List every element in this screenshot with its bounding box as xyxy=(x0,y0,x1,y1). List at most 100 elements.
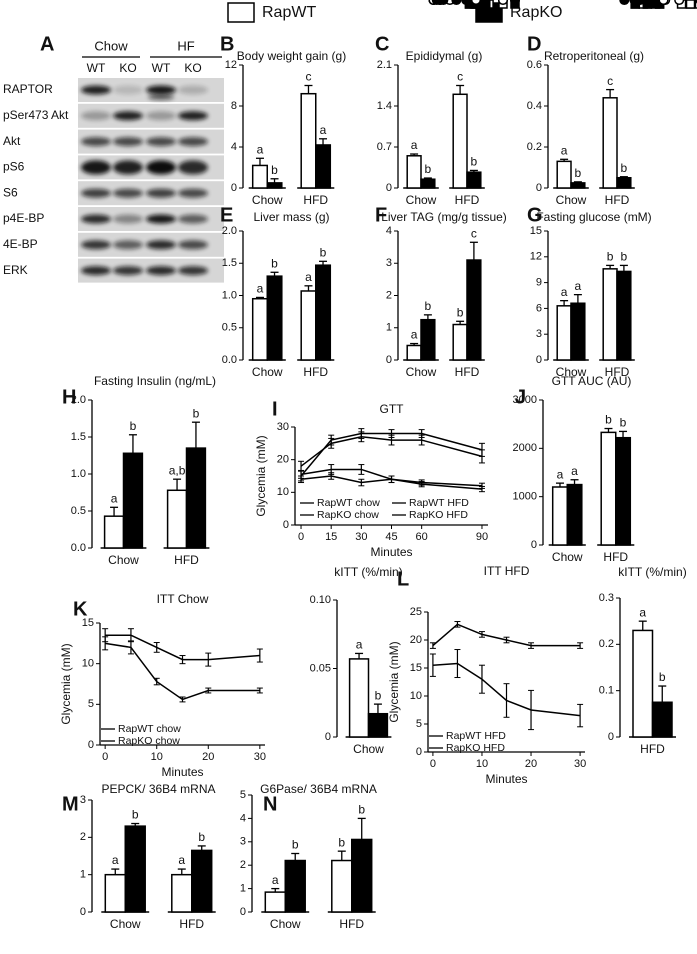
bar xyxy=(452,323,468,361)
y-tick-label: 0.6 xyxy=(527,59,542,71)
y-tick-label: 0.5 xyxy=(71,505,86,517)
y-tick-label: 2 xyxy=(240,859,246,871)
blot-band xyxy=(148,94,174,100)
blot-band xyxy=(146,85,176,95)
x-tick-label: HFD xyxy=(303,365,328,379)
annotation: b xyxy=(659,670,666,684)
y-tick-label: 15 xyxy=(82,617,94,629)
x-tick-label: HFD xyxy=(605,365,630,379)
y-tick-label: 0.05 xyxy=(310,662,331,674)
y-tick-label: 2 xyxy=(386,289,392,301)
bar xyxy=(104,873,127,913)
y-tick-label: 5 xyxy=(240,789,246,801)
y-tick-label: 0 xyxy=(325,731,331,743)
x-tick-label: Chow xyxy=(552,550,583,564)
y-axis-label: Glycemia (mM) xyxy=(59,643,73,724)
marker xyxy=(650,0,661,9)
panel-label: H xyxy=(62,386,76,408)
x-tick-label: 15 xyxy=(325,531,337,543)
x-tick-label: HFD xyxy=(605,193,630,207)
blot-band xyxy=(146,240,176,250)
y-tick-label: 1000 xyxy=(513,491,537,503)
y-tick-label: 1 xyxy=(386,322,392,334)
y-tick-label: 2000 xyxy=(513,442,537,454)
x-tick-label: 20 xyxy=(202,751,214,763)
annotation: b xyxy=(358,803,365,817)
chart-title: Epididymal (g) xyxy=(406,49,483,63)
bar xyxy=(251,297,268,361)
panel-label: E xyxy=(220,204,233,226)
x-tick-label: Chow xyxy=(406,193,437,207)
x-tick-label: HFD xyxy=(455,193,480,207)
bar xyxy=(185,447,207,549)
annotation: b xyxy=(338,835,345,849)
annotation: c xyxy=(607,74,613,88)
chart-title: kITT (%/min) xyxy=(618,565,686,579)
y-tick-label: 25 xyxy=(410,606,422,618)
annotation: a xyxy=(639,605,646,619)
x-tick-label: 60 xyxy=(416,531,428,543)
annotation: c xyxy=(457,70,463,84)
annotation: b xyxy=(198,830,205,844)
x-tick-label: 0 xyxy=(430,758,436,770)
legend-label: RapWT xyxy=(262,4,316,21)
y-tick-label: 2 xyxy=(80,831,86,843)
y-tick-label: 1 xyxy=(240,883,246,895)
y-tick-label: 12 xyxy=(530,251,542,263)
y-tick-label: 2.0 xyxy=(222,225,237,237)
y-tick-label: 0 xyxy=(80,906,86,918)
y-tick-label: 0 xyxy=(231,182,237,194)
annotation: a xyxy=(411,138,418,152)
annotation: c xyxy=(305,70,311,84)
y-tick-label: 3 xyxy=(240,836,246,848)
bar xyxy=(651,701,673,738)
x-tick-label: Chow xyxy=(252,365,283,379)
annotation: a xyxy=(356,638,363,652)
y-tick-label: 3000 xyxy=(513,394,537,406)
blot-band xyxy=(146,266,176,276)
x-tick-label: 10 xyxy=(476,758,488,770)
legend-label: RapKO HFD xyxy=(446,742,505,754)
annotation: a xyxy=(571,464,578,478)
y-tick-label: 0 xyxy=(386,354,392,366)
annotation: b xyxy=(375,688,382,702)
blot-band xyxy=(178,240,208,250)
panel-label: G xyxy=(527,204,543,226)
y-tick-label: 2.0 xyxy=(71,394,86,406)
y-tick-label: 4 xyxy=(231,141,237,153)
bar xyxy=(556,305,572,361)
bar xyxy=(331,859,353,913)
bar xyxy=(166,489,188,549)
blot-band xyxy=(113,137,143,147)
blot-band xyxy=(146,111,176,121)
legend-marker xyxy=(497,0,509,6)
blot-row-label: pS6 xyxy=(3,160,25,174)
x-tick-label: HFD xyxy=(640,742,665,756)
blot-row-label: p4E-BP xyxy=(3,211,44,225)
series-line xyxy=(300,432,483,477)
panel-label: I xyxy=(272,398,278,420)
y-tick-label: 8 xyxy=(231,100,237,112)
y-tick-label: 0.0 xyxy=(222,354,237,366)
panel-label: B xyxy=(220,33,234,55)
y-tick-label: 0 xyxy=(536,182,542,194)
bar xyxy=(556,160,572,189)
chart-title: PEPCK/ 36B4 mRNA xyxy=(101,782,215,796)
annotation: b xyxy=(292,838,299,852)
series-line xyxy=(105,634,260,661)
legend-label: RapWT HFD xyxy=(446,730,506,742)
y-tick-label: 12 xyxy=(225,59,237,71)
x-tick-label: HFD xyxy=(179,917,204,931)
bar xyxy=(351,838,373,913)
blot-band xyxy=(81,85,111,95)
y-tick-label: 2.1 xyxy=(377,59,392,71)
annotation: a xyxy=(178,853,185,867)
annotation: a xyxy=(320,123,327,137)
blot-band xyxy=(81,266,111,276)
bar xyxy=(315,144,332,189)
chart-title: GTT xyxy=(380,402,405,416)
panel-label: F xyxy=(375,204,387,226)
annotation: a xyxy=(561,285,568,299)
y-tick-label: 1.4 xyxy=(377,100,392,112)
